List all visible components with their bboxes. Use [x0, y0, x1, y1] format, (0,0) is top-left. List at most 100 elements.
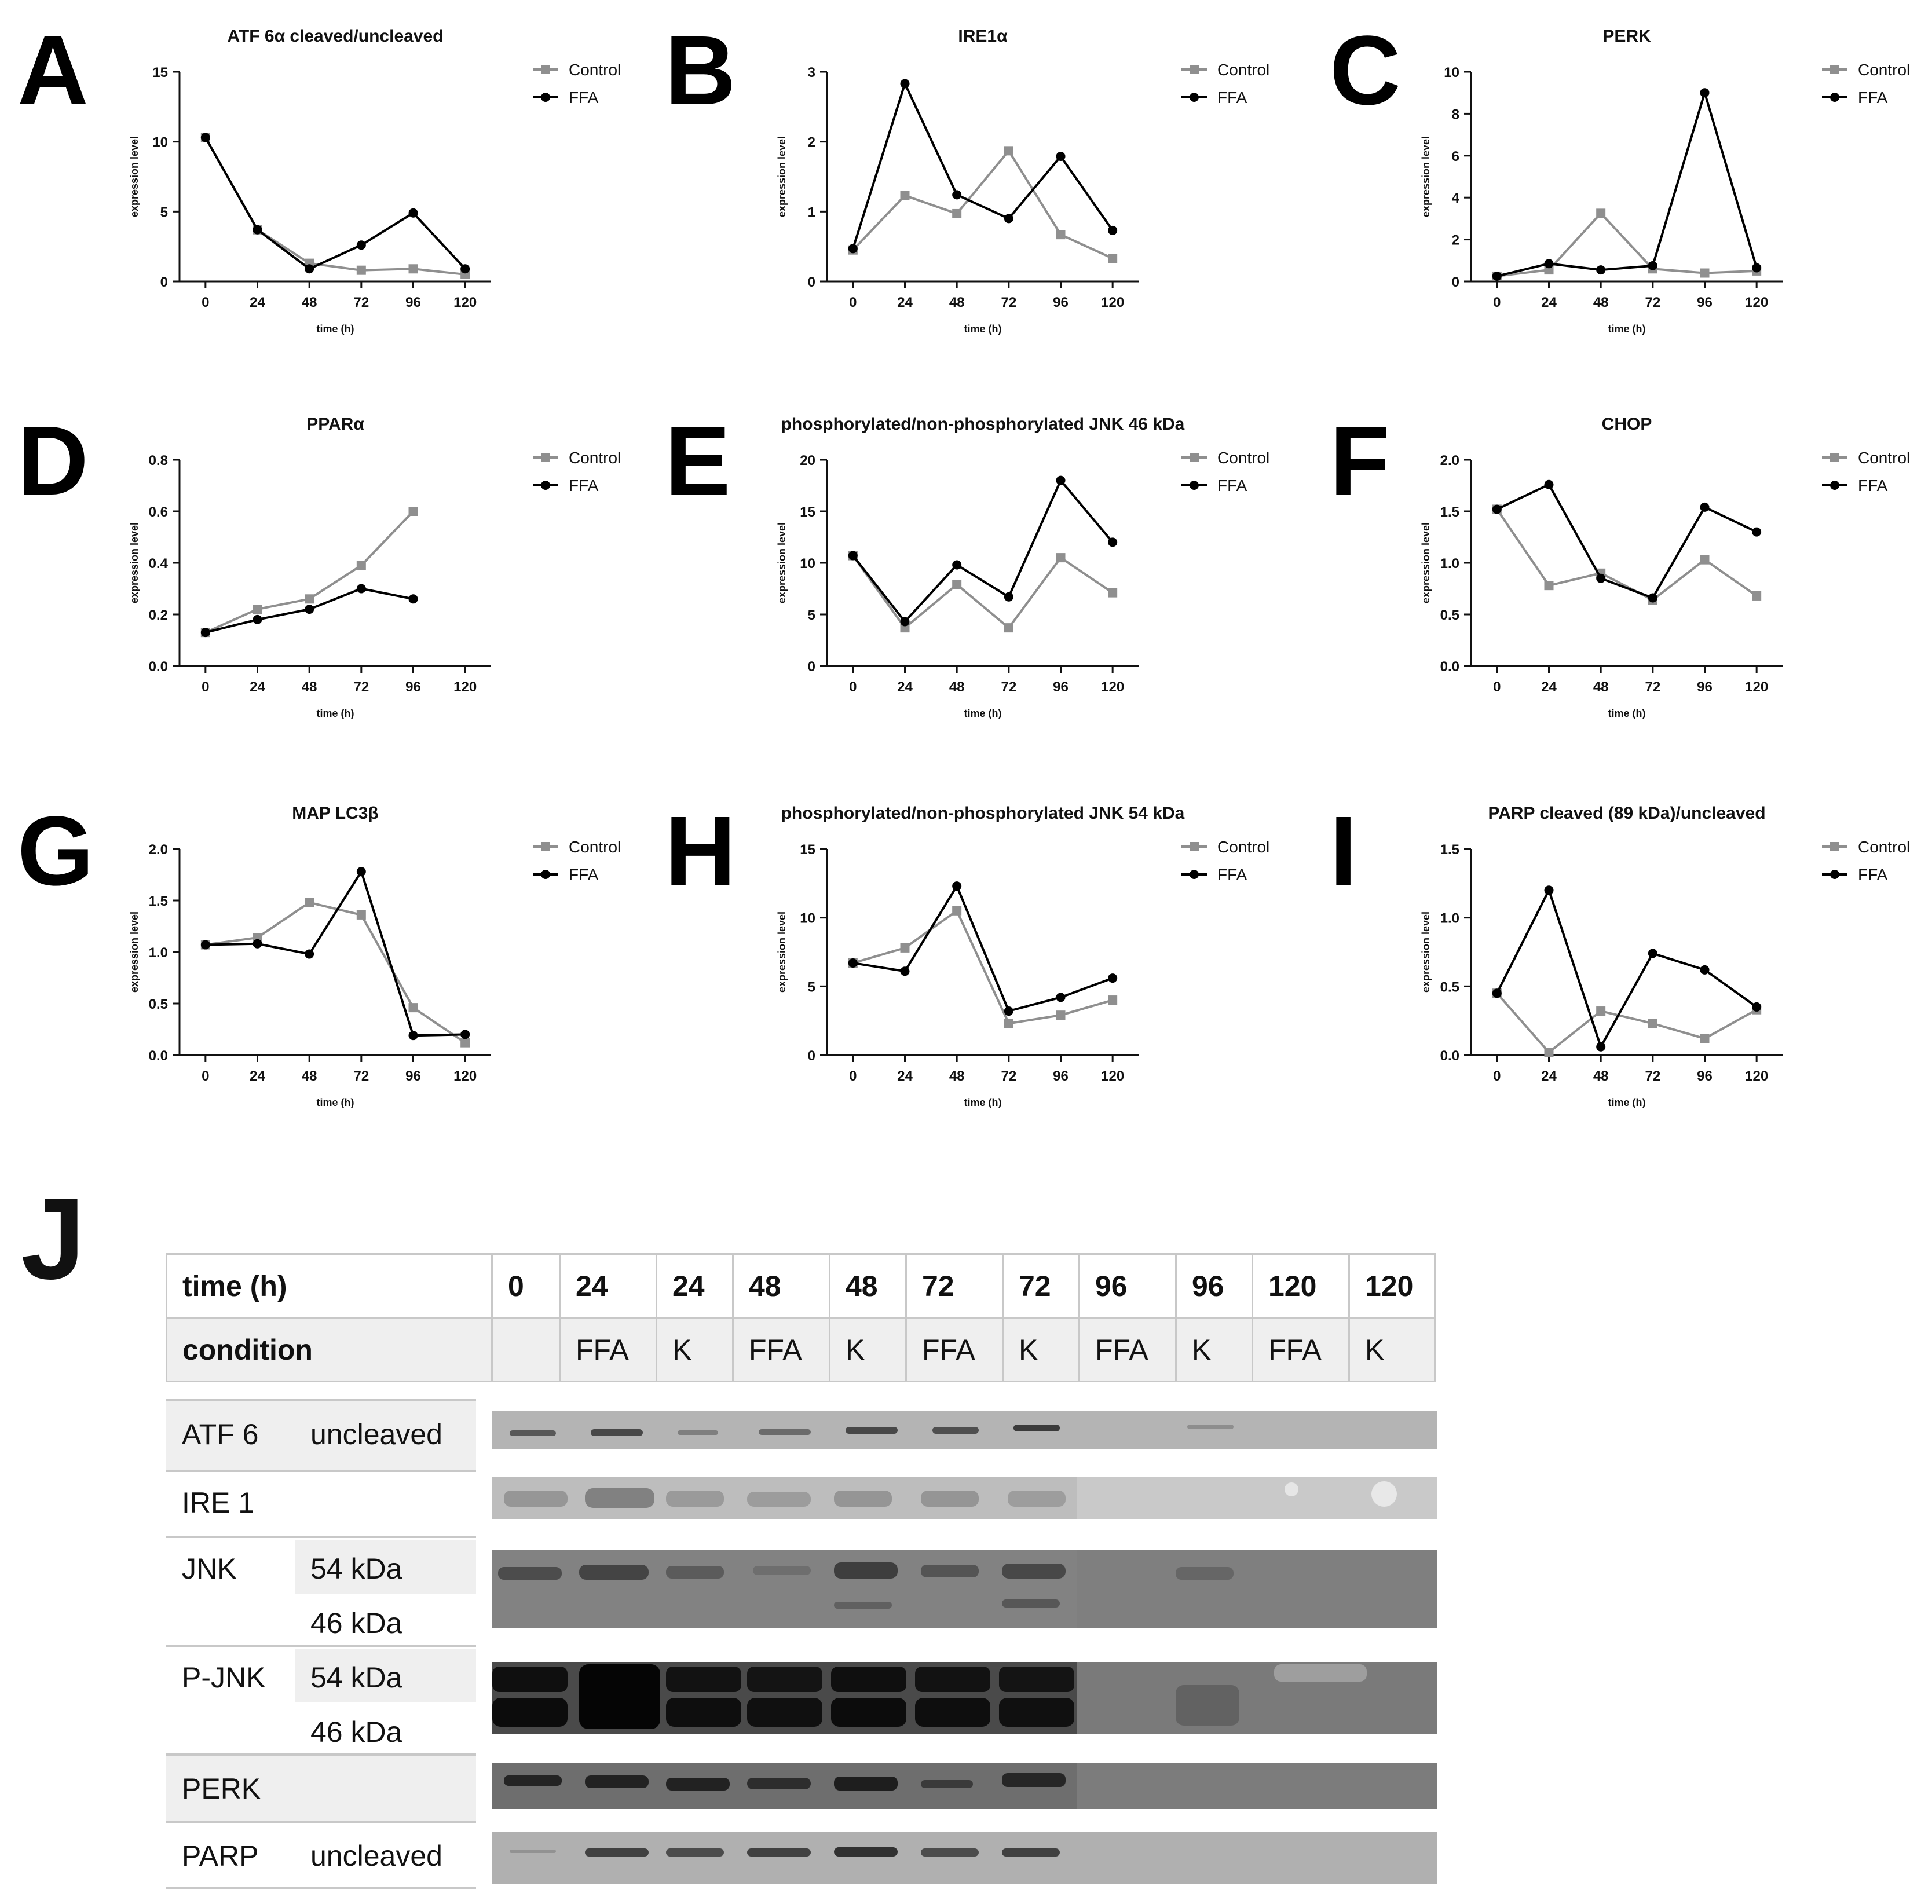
- legend-label: Control: [1217, 449, 1269, 467]
- panel-letter: D: [17, 406, 89, 516]
- y-tick-label: 6: [1452, 149, 1459, 164]
- x-axis-label: time (h): [964, 323, 1002, 335]
- x-tick-label: 96: [1053, 295, 1069, 310]
- y-tick-label: 0.0: [1440, 659, 1459, 675]
- time-cell: 72: [905, 1253, 1004, 1319]
- data-point-ffa: [253, 225, 262, 235]
- data-point-ffa: [408, 208, 418, 218]
- label-bg-atf6: [166, 1401, 476, 1470]
- y-tick-label: 2.0: [1440, 453, 1459, 468]
- row-divider: [166, 1753, 476, 1756]
- data-point-control: [1700, 555, 1710, 565]
- row-label-ire1: IRE 1: [182, 1486, 255, 1519]
- time-cell: 48: [829, 1253, 907, 1319]
- time-cell: 24: [656, 1253, 734, 1319]
- time-row: time (h) 0 24 24 48 48 72 72 96 96 120 1…: [166, 1253, 1436, 1319]
- data-point-control: [1108, 588, 1118, 598]
- chart-panel-g: G MAP LC3β 0.0 0.5 1.0 1.5 2.0 0 24 48 72 96 120 time…: [17, 796, 621, 1108]
- time-cell: 96: [1175, 1253, 1253, 1319]
- row-label-atf6: ATF 6: [182, 1418, 259, 1451]
- data-point-control: [1596, 208, 1606, 218]
- x-tick-label: 0: [202, 679, 209, 695]
- data-point-control: [1108, 995, 1118, 1005]
- series-line-control: [205, 901, 466, 1044]
- data-point-control: [1648, 1019, 1657, 1028]
- data-point-ffa: [1700, 965, 1710, 975]
- y-tick-label: 0.0: [149, 659, 168, 675]
- x-tick-label: 96: [1697, 1068, 1713, 1084]
- data-point-ffa: [1544, 259, 1554, 269]
- condition-cell: FFA: [559, 1317, 657, 1382]
- data-point-control: [408, 1003, 418, 1013]
- data-point-ffa: [848, 958, 858, 968]
- y-tick-label: 0.2: [149, 607, 168, 623]
- data-point-ffa: [460, 264, 470, 274]
- data-point-ffa: [1648, 593, 1657, 603]
- legend-marker-ffa: [541, 870, 550, 879]
- series-line-control: [852, 148, 1113, 259]
- data-point-ffa: [1004, 592, 1013, 602]
- y-tick-label: 15: [800, 504, 815, 520]
- x-axis-label: time (h): [964, 1097, 1002, 1108]
- data-point-ffa: [305, 264, 314, 274]
- legend-label: FFA: [569, 477, 599, 495]
- data-point-control: [1056, 553, 1066, 563]
- condition-cell: FFA: [905, 1317, 1004, 1382]
- legend-label: Control: [569, 61, 621, 79]
- data-point-ffa: [1056, 152, 1066, 162]
- time-cell: 120: [1252, 1253, 1350, 1319]
- x-tick-label: 0: [1493, 1068, 1501, 1084]
- x-tick-label: 96: [405, 1068, 421, 1084]
- legend-label: FFA: [569, 89, 599, 107]
- data-point-ffa: [952, 190, 962, 200]
- y-tick-label: 15: [800, 842, 815, 858]
- y-tick-label: 3: [808, 65, 815, 80]
- y-axis-label: expression level: [776, 911, 788, 993]
- x-tick-label: 0: [1493, 679, 1501, 695]
- x-tick-label: 24: [250, 1068, 265, 1084]
- y-tick-label: 0.5: [1440, 979, 1459, 995]
- x-tick-label: 72: [1001, 295, 1016, 310]
- condition-cell: K: [829, 1317, 907, 1382]
- x-tick-label: 48: [949, 679, 965, 695]
- data-point-control: [1700, 1034, 1710, 1043]
- series-line-control: [1496, 211, 1757, 277]
- data-point-ffa: [1752, 263, 1762, 273]
- data-point-ffa: [408, 594, 418, 604]
- data-point-control: [1544, 581, 1554, 591]
- data-point-control: [408, 264, 418, 274]
- blot-image-pjnk: [492, 1662, 1437, 1734]
- panel-letter: B: [665, 16, 736, 126]
- row-divider: [166, 1821, 476, 1823]
- legend-marker-control: [1830, 453, 1839, 462]
- y-tick-label: 4: [1452, 191, 1460, 206]
- time-label: time (h): [166, 1253, 493, 1319]
- data-point-ffa: [1004, 214, 1013, 224]
- legend-marker-control: [1830, 65, 1839, 74]
- x-axis-label: time (h): [1608, 1097, 1646, 1108]
- x-tick-label: 120: [1101, 1068, 1124, 1084]
- x-tick-label: 0: [1493, 295, 1501, 310]
- data-point-ffa: [253, 614, 262, 624]
- y-axis-label: expression level: [1420, 522, 1432, 603]
- y-tick-label: 5: [160, 204, 168, 220]
- panel-letter: E: [665, 406, 730, 516]
- chart-title: PPARα: [306, 415, 364, 434]
- data-point-ffa: [460, 1030, 470, 1039]
- row-sublabel-jnk-46: 46 kDa: [310, 1607, 402, 1639]
- data-point-ffa: [952, 560, 962, 570]
- x-tick-label: 48: [1593, 679, 1609, 695]
- y-tick-label: 0.5: [149, 997, 168, 1012]
- data-point-ffa: [1108, 973, 1118, 983]
- y-tick-label: 0: [160, 274, 168, 290]
- panel-letter-j: J: [21, 1174, 86, 1303]
- legend-label: Control: [1858, 838, 1910, 856]
- row-divider: [166, 1470, 476, 1472]
- x-tick-label: 0: [849, 1068, 857, 1084]
- chart-title: PARP cleaved (89 kDa)/uncleaved: [1488, 804, 1765, 823]
- x-tick-label: 96: [1697, 679, 1713, 695]
- x-tick-label: 24: [1541, 679, 1557, 695]
- legend-marker-control: [541, 453, 550, 462]
- legend-marker-control: [1190, 65, 1199, 74]
- x-tick-label: 48: [302, 295, 317, 310]
